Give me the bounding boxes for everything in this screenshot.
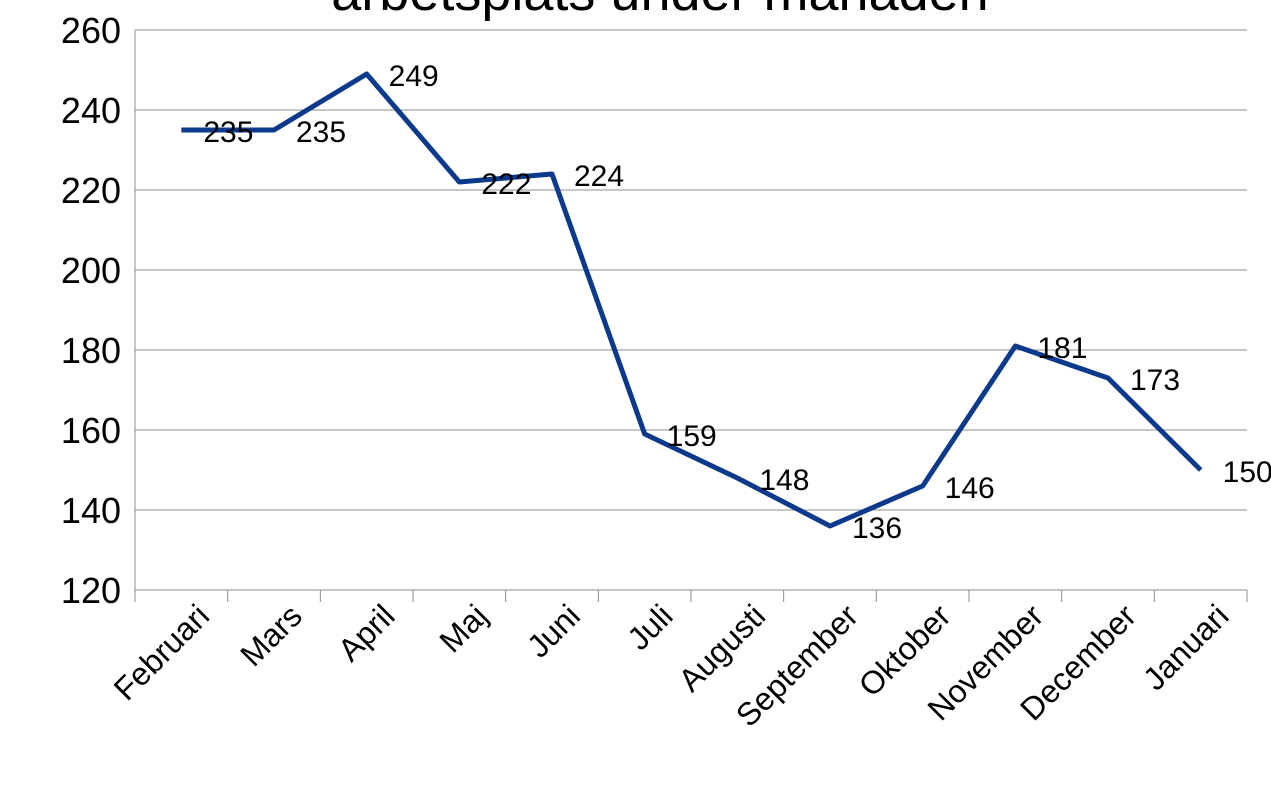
y-tick-label: 220 [61, 170, 121, 211]
y-tick-label: 200 [61, 250, 121, 291]
x-tick-label: Februari [107, 597, 217, 707]
x-tick-label: April [331, 597, 402, 668]
data-label: 235 [203, 116, 253, 149]
data-label: 150 [1223, 456, 1271, 489]
data-label: 159 [667, 420, 717, 453]
x-tick-label: Maj [432, 597, 494, 659]
data-label: 249 [389, 60, 439, 93]
x-tick-label: Juni [520, 597, 587, 664]
data-label: 148 [759, 464, 809, 497]
x-tick-label: Juli [620, 597, 679, 656]
data-label: 235 [296, 116, 346, 149]
y-tick-label: 160 [61, 410, 121, 451]
y-tick-label: 260 [61, 10, 121, 51]
chart-title: arbetsplats under månaden [331, 0, 988, 22]
data-label: 146 [945, 472, 995, 505]
x-tick-label: Mars [233, 597, 309, 673]
data-label: 181 [1037, 332, 1087, 365]
x-tick-label: Januari [1136, 597, 1236, 697]
data-label: 173 [1130, 364, 1180, 397]
y-tick-label: 180 [61, 330, 121, 371]
line-series [181, 71, 1203, 529]
data-label: 224 [574, 160, 624, 193]
data-label: 136 [852, 512, 902, 545]
y-tick-label: 140 [61, 490, 121, 531]
y-tick-label: 120 [61, 570, 121, 611]
y-tick-label: 240 [61, 90, 121, 131]
data-label: 222 [481, 168, 531, 201]
